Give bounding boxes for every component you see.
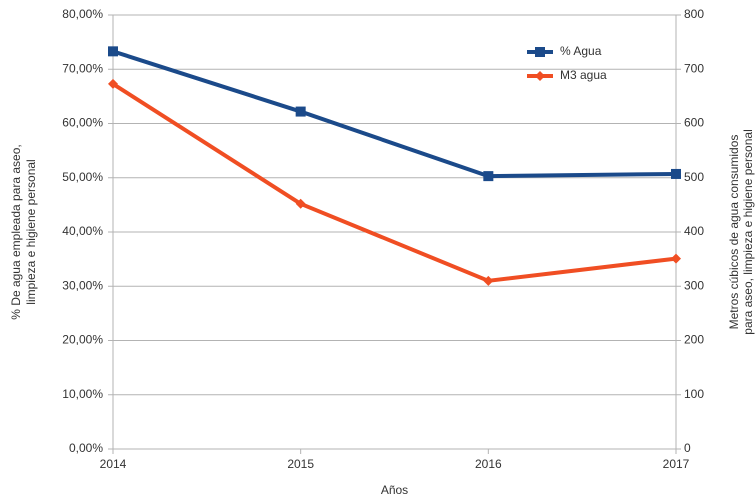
data-point bbox=[295, 198, 306, 209]
y2-axis-label: para aseo, limpieza e higiene personal bbox=[741, 129, 755, 334]
legend-marker bbox=[535, 71, 545, 81]
y-axis-label: limpieza e higiene personal bbox=[24, 159, 38, 304]
legend-label: % Agua bbox=[560, 44, 602, 58]
y-tick-label: 70,00% bbox=[62, 61, 103, 75]
y2-tick-label: 600 bbox=[684, 116, 704, 130]
x-tick-label: 2017 bbox=[663, 457, 690, 471]
data-point bbox=[671, 253, 681, 264]
y2-tick-label: 800 bbox=[684, 7, 704, 21]
legend-label: M3 agua bbox=[560, 68, 607, 82]
legend-marker bbox=[535, 47, 545, 57]
y-tick-label: 40,00% bbox=[62, 224, 103, 238]
data-point bbox=[295, 106, 306, 117]
data-point bbox=[108, 46, 118, 57]
y-axis-label: % De agua empleada para aseo, bbox=[9, 144, 23, 319]
y2-tick-label: 100 bbox=[684, 387, 704, 401]
y-tick-label: 50,00% bbox=[62, 170, 103, 184]
y2-tick-label: 500 bbox=[684, 170, 704, 184]
y-tick-label: 0,00% bbox=[69, 441, 103, 455]
series-line bbox=[111, 82, 677, 283]
x-tick-label: 2015 bbox=[287, 457, 314, 471]
data-point bbox=[671, 168, 681, 179]
data-point bbox=[483, 171, 494, 182]
y2-tick-label: 0 bbox=[684, 441, 691, 455]
y-tick-label: 10,00% bbox=[62, 387, 103, 401]
y-tick-label: 20,00% bbox=[62, 333, 103, 347]
y2-tick-label: 300 bbox=[684, 278, 704, 292]
y-tick-label: 60,00% bbox=[62, 116, 103, 130]
data-point bbox=[483, 275, 494, 286]
y-tick-label: 80,00% bbox=[62, 7, 103, 21]
series-line bbox=[112, 49, 677, 179]
y2-tick-label: 200 bbox=[684, 333, 704, 347]
y2-tick-label: 700 bbox=[684, 61, 704, 75]
y2-axis-label: Metros cúbicos de agua consumidos bbox=[727, 135, 741, 330]
x-tick-label: 2016 bbox=[475, 457, 502, 471]
y2-tick-label: 400 bbox=[684, 224, 704, 238]
y-tick-label: 30,00% bbox=[62, 278, 103, 292]
x-axis-label: Años bbox=[381, 483, 408, 497]
x-tick-label: 2014 bbox=[100, 457, 127, 471]
data-point bbox=[108, 78, 118, 89]
